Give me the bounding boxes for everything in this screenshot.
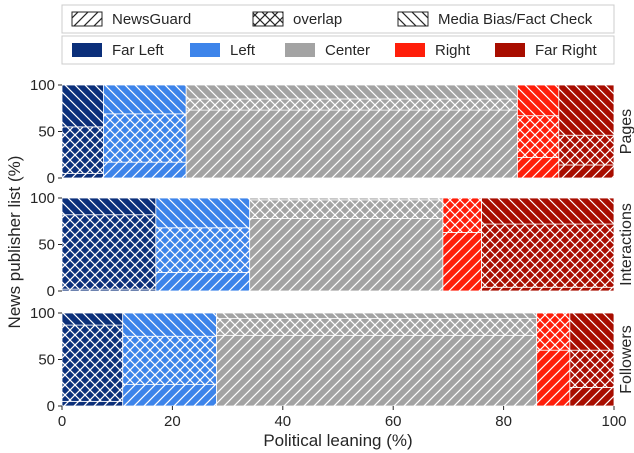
- y-tick-label: 0: [47, 398, 55, 415]
- x-tick-label: 40: [274, 413, 291, 430]
- legend-swatch-hatch: [253, 12, 283, 26]
- bar-hatch-center-newsguard: [249, 218, 444, 292]
- plot-panels: Pages Interactions Followers: [61, 84, 634, 407]
- bar-hatch-center-media-bias-fact-check: [185, 84, 518, 100]
- bar-hatch-center-media-bias-fact-check: [216, 312, 538, 319]
- leaning-legend: Far Left Left Center Right Far Right: [72, 42, 598, 59]
- legend-label: Center: [325, 42, 370, 59]
- bar-hatch-far-right-newsguard: [569, 386, 615, 407]
- bar-hatch-far-left-media-bias-fact-check: [61, 84, 104, 128]
- bar-hatch-far-right-media-bias-fact-check: [569, 312, 615, 351]
- bar-hatch-far-left-media-bias-fact-check: [61, 312, 124, 326]
- bar-hatch-left-media-bias-fact-check: [103, 84, 187, 115]
- legend-entry-center: Center: [285, 42, 370, 59]
- bar-hatch-far-left-overlap: [61, 214, 157, 290]
- bar-hatch-left-overlap: [122, 335, 217, 386]
- legend-swatch: [72, 43, 102, 57]
- bar-hatch-center-overlap: [216, 318, 538, 336]
- source-legend: NewsGuard overlap Media Bias/Fact Check: [71, 11, 593, 28]
- y-ticks: 0 50 100 0 50 100 0 50 100: [30, 77, 62, 415]
- bar-hatch-center-media-bias-fact-check: [249, 197, 444, 201]
- bar-hatch-far-right-overlap: [569, 349, 615, 388]
- y-tick-label: 50: [38, 352, 55, 369]
- legend-entry-left: Left: [190, 42, 256, 59]
- bar-hatch-left-media-bias-fact-check: [155, 197, 251, 229]
- bar-hatch-far-left-overlap: [61, 324, 124, 402]
- y-tick-label: 100: [30, 190, 55, 207]
- bar-hatch-left-newsguard: [155, 271, 251, 292]
- source-legend-box: [61, 4, 615, 34]
- y-tick-label: 50: [38, 124, 55, 141]
- bar-hatch-far-right-overlap: [558, 134, 615, 166]
- bar-hatch-far-left-media-bias-fact-check: [61, 197, 157, 216]
- legend-swatch: [395, 43, 425, 57]
- y-tick-label: 100: [30, 305, 55, 322]
- x-tick-label: 100: [601, 413, 626, 430]
- bar-hatch-right-overlap: [442, 197, 482, 233]
- bar-hatch-far-right-overlap: [481, 223, 615, 288]
- y-axis-title: News publisher list (%): [5, 156, 24, 329]
- x-axis: 0 20 40 60 80 100: [58, 406, 627, 430]
- bar-hatch-center-newsguard: [216, 334, 538, 407]
- legend-label: NewsGuard: [112, 11, 191, 28]
- legend-entry-far-right: Far Right: [495, 42, 598, 59]
- x-tick-label: 20: [164, 413, 181, 430]
- x-tick-label: 0: [58, 413, 66, 430]
- bar-hatch-far-right-media-bias-fact-check: [481, 197, 615, 225]
- y-tick-label: 100: [30, 77, 55, 94]
- bar-hatch-left-newsguard: [122, 384, 217, 407]
- legend-label: Far Left: [112, 42, 165, 59]
- bar-hatch-center-newsguard: [185, 109, 518, 179]
- panel-label-pages: Pages: [618, 109, 634, 154]
- panel-interactions: [61, 197, 615, 292]
- bar-hatch-far-right-newsguard: [558, 164, 615, 179]
- bar-hatch-center-overlap: [185, 98, 518, 111]
- legend-entry-newsguard: NewsGuard: [71, 11, 191, 28]
- legend-swatch: [495, 43, 525, 57]
- legend-swatch-hatch: [72, 12, 102, 26]
- panel-label-followers: Followers: [618, 325, 634, 393]
- legend-label: Right: [435, 42, 471, 59]
- bar-hatch-left-overlap: [103, 113, 187, 163]
- y-tick-label: 50: [38, 237, 55, 254]
- bar-hatch-right-newsguard: [442, 232, 482, 292]
- legend-entry-media-bias-fact-check: Media Bias/Fact Check: [397, 11, 593, 28]
- panel-pages: [61, 84, 615, 179]
- bar-hatch-far-left-newsguard: [61, 172, 104, 179]
- legend-swatch-hatch: [398, 12, 428, 26]
- x-tick-label: 60: [385, 413, 402, 430]
- bar-hatch-left-newsguard: [103, 161, 187, 179]
- legend-entry-overlap: overlap: [252, 11, 342, 28]
- bar-hatch-right-media-bias-fact-check: [517, 84, 560, 117]
- x-tick-label: 80: [495, 413, 512, 430]
- legend-swatch: [190, 43, 220, 57]
- panel-followers: [61, 312, 615, 407]
- bar-hatch-right-newsguard: [517, 157, 560, 179]
- panel-label-interactions: Interactions: [618, 203, 634, 286]
- bar-hatch-left-media-bias-fact-check: [122, 312, 217, 337]
- bar-hatch-far-left-overlap: [61, 126, 104, 174]
- bar-hatch-left-overlap: [155, 227, 251, 273]
- bar-hatch-right-overlap: [517, 115, 560, 158]
- legend-swatch: [285, 43, 315, 57]
- y-tick-label: 0: [47, 170, 55, 187]
- x-axis-title: Political leaning (%): [263, 431, 412, 450]
- bar-hatch-right-newsguard: [536, 349, 571, 407]
- legend-entry-far-left: Far Left: [72, 42, 165, 59]
- bar-hatch-far-left-newsguard: [61, 400, 124, 407]
- bar-hatch-far-right-newsguard: [481, 286, 615, 292]
- legend-label: Left: [230, 42, 256, 59]
- y-tick-label: 0: [47, 283, 55, 300]
- bar-hatch-center-overlap: [249, 199, 444, 219]
- bar-hatch-right-overlap: [536, 312, 571, 351]
- legend-entry-right: Right: [395, 42, 471, 59]
- legend-label: overlap: [293, 11, 342, 28]
- legend-label: Media Bias/Fact Check: [438, 11, 593, 28]
- legend-label: Far Right: [535, 42, 598, 59]
- bar-hatch-far-right-media-bias-fact-check: [558, 84, 615, 136]
